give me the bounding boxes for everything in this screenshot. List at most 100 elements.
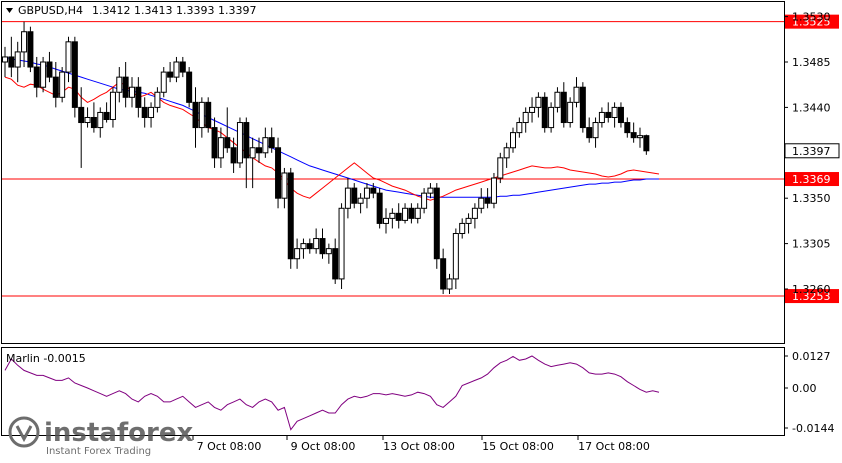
candle-body-bull bbox=[148, 106, 155, 118]
price-tick-label: 1.3305 bbox=[792, 238, 831, 251]
candle bbox=[643, 134, 650, 155]
candle bbox=[97, 107, 104, 138]
candle-body-bull bbox=[402, 207, 409, 221]
candle-body-bull bbox=[2, 56, 8, 63]
price-tick-label: 1.3530 bbox=[792, 11, 831, 24]
ma-fast-line bbox=[4, 76, 660, 201]
candle-body-bear bbox=[141, 106, 148, 118]
candle-body-bull bbox=[325, 248, 332, 255]
candle-body-bull bbox=[421, 192, 428, 209]
candle-body-bull bbox=[84, 116, 91, 124]
candle-body-bull bbox=[236, 122, 243, 164]
candle-body-bull bbox=[452, 233, 459, 280]
candle bbox=[503, 142, 510, 168]
candle-body-bull bbox=[154, 91, 161, 108]
candle bbox=[129, 77, 135, 108]
candle-body-bear bbox=[8, 56, 15, 68]
candle-body-bear bbox=[52, 76, 59, 98]
candle bbox=[567, 97, 574, 128]
candle-body-bear bbox=[224, 137, 231, 149]
candle bbox=[427, 183, 434, 199]
candle-body-bull bbox=[567, 101, 574, 124]
candle-body-bull bbox=[383, 217, 389, 224]
candle-body-bear bbox=[90, 116, 97, 129]
logo-mark-icon bbox=[15, 425, 33, 443]
candle-body-bear bbox=[408, 207, 415, 219]
candle bbox=[268, 127, 275, 153]
candle bbox=[630, 122, 637, 143]
candle-body-bear bbox=[541, 96, 548, 129]
instaforex-logo: instaforex Instant Forex Trading bbox=[8, 416, 194, 457]
candle bbox=[46, 51, 53, 83]
candle bbox=[262, 127, 269, 158]
candle bbox=[516, 117, 523, 138]
candle-body-bull bbox=[548, 106, 555, 129]
logo-icon bbox=[8, 416, 40, 448]
candle-body-bull bbox=[611, 106, 618, 118]
candle bbox=[471, 203, 478, 229]
collapse-triangle-icon[interactable] bbox=[6, 8, 13, 13]
candle-body-bull bbox=[173, 61, 180, 78]
candle-body-bear bbox=[268, 137, 275, 149]
candle bbox=[376, 188, 383, 229]
candle bbox=[332, 238, 339, 284]
candle-body-bull bbox=[281, 172, 288, 199]
candle bbox=[497, 152, 504, 184]
candle-body-bear bbox=[78, 106, 85, 124]
candle-body-bull bbox=[344, 187, 351, 209]
candle-body-bear bbox=[135, 86, 142, 108]
watermark-brand: instaforex bbox=[44, 418, 194, 448]
candle-body-bull bbox=[459, 222, 466, 235]
candle bbox=[560, 82, 567, 128]
candle-body-bull bbox=[14, 51, 21, 68]
candle-body-bull bbox=[478, 197, 485, 209]
candle bbox=[548, 102, 555, 133]
candle-body-bull bbox=[59, 71, 66, 98]
candle bbox=[611, 102, 618, 128]
candle-body-bull bbox=[414, 207, 421, 219]
candle-body-bull bbox=[363, 187, 370, 199]
candle bbox=[33, 56, 40, 98]
candle-body-bull bbox=[490, 177, 497, 204]
current-price-box bbox=[784, 143, 840, 159]
candle bbox=[281, 167, 288, 209]
candle-body-bear bbox=[560, 91, 567, 124]
current-price-label: 1.3397 bbox=[792, 145, 831, 158]
candle-body-bull bbox=[598, 111, 605, 124]
candle bbox=[357, 193, 364, 214]
candle-body-bull bbox=[592, 122, 599, 139]
candle bbox=[522, 107, 529, 133]
candle bbox=[617, 102, 624, 128]
candle bbox=[135, 77, 142, 118]
candle bbox=[287, 167, 294, 269]
candle-body-bear bbox=[351, 187, 358, 204]
candle-body-bear bbox=[205, 101, 212, 129]
level-label: 1.3369 bbox=[792, 173, 831, 186]
candle bbox=[313, 228, 320, 254]
indicator-series bbox=[4, 355, 660, 431]
candle bbox=[78, 87, 85, 168]
candle bbox=[300, 238, 307, 259]
candle-body-bear bbox=[319, 238, 326, 255]
candle bbox=[21, 21, 28, 68]
time-tick-label: 13 Oct 08:00 bbox=[383, 440, 455, 453]
candle bbox=[446, 273, 453, 295]
candle-body-bear bbox=[287, 172, 294, 260]
candle bbox=[421, 188, 428, 214]
candle bbox=[90, 102, 97, 133]
candle-body-bear bbox=[275, 147, 282, 199]
candle-body-bear bbox=[586, 127, 593, 139]
candle bbox=[452, 228, 459, 289]
candle bbox=[389, 208, 396, 229]
candle-body-bear bbox=[579, 86, 586, 129]
candle-body-bull bbox=[300, 243, 307, 250]
candle bbox=[122, 62, 129, 108]
candle-body-bear bbox=[440, 258, 447, 290]
candle bbox=[2, 46, 8, 78]
candle-body-bear bbox=[167, 71, 174, 78]
candle-body-bull bbox=[40, 61, 47, 88]
candle-body-bull bbox=[21, 31, 28, 53]
candle bbox=[65, 36, 72, 83]
time-tick-label: 15 Oct 08:00 bbox=[482, 440, 554, 453]
price-tick-label: 1.3440 bbox=[792, 101, 831, 114]
